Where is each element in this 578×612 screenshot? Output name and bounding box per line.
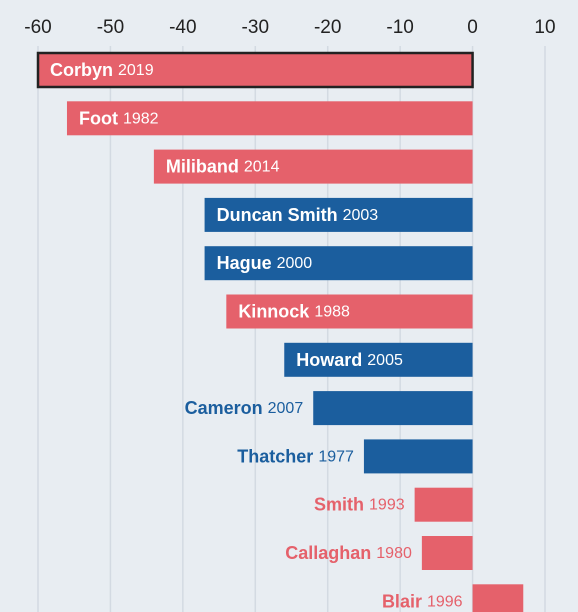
leader-name: Smith — [314, 494, 364, 514]
leader-name: Corbyn — [50, 60, 113, 80]
leader-name: Thatcher — [237, 446, 313, 466]
bar — [204, 197, 473, 232]
x-tick-label: -10 — [386, 17, 413, 38]
year: 2005 — [367, 352, 403, 369]
bar — [226, 294, 473, 329]
year: 1996 — [427, 594, 463, 611]
bar — [284, 342, 473, 377]
year: 2003 — [343, 207, 379, 224]
bar — [414, 487, 473, 522]
leader-name: Callaghan — [285, 543, 371, 563]
bar — [153, 149, 473, 184]
bar-label: Cameron 2007 — [185, 398, 304, 418]
bar — [204, 246, 473, 281]
bar-label: Duncan Smith 2003 — [217, 205, 379, 225]
bar-label: Corbyn 2019 — [50, 60, 154, 80]
year: 2019 — [118, 62, 154, 79]
bar-label: Blair 1996 — [382, 591, 463, 611]
year: 2007 — [268, 400, 304, 417]
bar-label: Foot 1982 — [79, 108, 159, 128]
bar — [36, 51, 474, 89]
bar — [66, 101, 473, 136]
year: 1980 — [376, 545, 412, 562]
x-tick-label: -60 — [24, 17, 51, 38]
bar — [313, 391, 473, 426]
x-tick-label: -30 — [242, 17, 269, 38]
leader-name: Duncan Smith — [217, 205, 338, 225]
x-tick-label: 10 — [534, 17, 555, 38]
bar-label: Smith 1993 — [314, 494, 405, 514]
leader-name: Blair — [382, 591, 422, 611]
x-tick-label: 0 — [467, 17, 478, 38]
year: 1988 — [314, 304, 350, 321]
leader-name: Foot — [79, 108, 118, 128]
year: 2014 — [244, 159, 280, 176]
x-tick-label: -50 — [97, 17, 124, 38]
bar-label: Thatcher 1977 — [237, 446, 354, 466]
year: 2000 — [277, 255, 313, 272]
leader-name: Miliband — [166, 156, 239, 176]
bar — [421, 536, 473, 570]
leader-name: Howard — [296, 350, 362, 370]
bar-label: Hague 2000 — [217, 253, 313, 273]
x-tick-label: -40 — [169, 17, 196, 38]
year: 1977 — [318, 449, 354, 466]
bar — [472, 584, 524, 612]
leader-name: Kinnock — [238, 301, 310, 321]
bar-label: Callaghan 1980 — [285, 543, 412, 563]
bar — [363, 439, 473, 474]
year: 1993 — [369, 497, 405, 514]
bar-label: Miliband 2014 — [166, 156, 280, 176]
leader-name: Cameron — [185, 398, 263, 418]
x-tick-label: -20 — [314, 17, 341, 38]
bar-label: Howard 2005 — [296, 350, 403, 370]
leader-name: Hague — [217, 253, 272, 273]
year: 1982 — [123, 111, 159, 128]
bar-label: Kinnock 1988 — [238, 301, 350, 321]
